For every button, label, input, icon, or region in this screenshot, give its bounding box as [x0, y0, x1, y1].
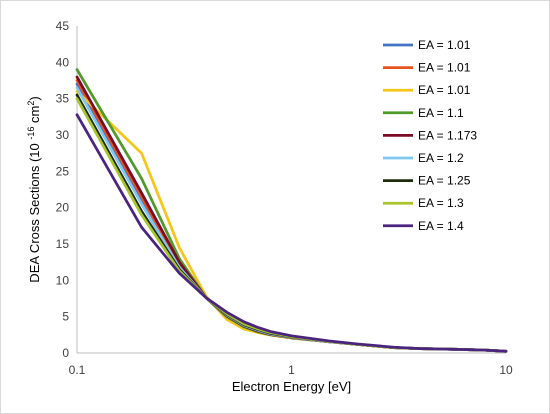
legend-label: EA = 1.01: [418, 61, 471, 75]
y-tick-label: 0: [62, 346, 69, 360]
y-axis-title-exp: -16: [26, 127, 36, 140]
y-axis-title-unit-exp: 2: [26, 101, 36, 106]
legend-label: EA = 1.4: [418, 219, 464, 233]
y-tick-label: 35: [56, 92, 70, 106]
y-tick-label: 15: [56, 237, 70, 251]
legend-label: EA = 1.25: [418, 174, 471, 188]
y-tick-label: 45: [56, 19, 70, 33]
legend-label: EA = 1.01: [418, 83, 471, 97]
series-line-9: [75, 113, 508, 353]
legend-label: EA = 1.01: [418, 38, 471, 52]
legend: EA = 1.01 EA = 1.01 EA = 1.01 EA = 1.1 EA = …: [383, 38, 477, 233]
y-tick-label: 10: [56, 273, 70, 287]
y-tick-label: 20: [56, 201, 70, 215]
legend-label: EA = 1.2: [418, 151, 464, 165]
y-tick-label: 40: [56, 55, 70, 69]
tick-labels: 0 5 10 15 20 25 30 35 40 45 0.1 1 10: [56, 19, 513, 377]
x-axis-title: Electron Energy [eV]: [232, 379, 351, 394]
y-axis-title-unit: cm: [27, 106, 42, 127]
axes: [76, 26, 506, 354]
x-tick-label: 0.1: [69, 363, 86, 377]
y-axis-title-close: ): [27, 96, 42, 100]
y-axis-title-main: DEA Cross Sections (10: [27, 140, 42, 283]
series-line-1: [75, 82, 508, 353]
y-tick-label: 25: [56, 164, 70, 178]
y-axis-title: DEA Cross Sections (10 -16 cm2): [26, 96, 42, 282]
x-tick-label: 10: [499, 363, 513, 377]
x-tick-label: 1: [288, 363, 295, 377]
legend-label: EA = 1.173: [418, 128, 477, 142]
legend-label: EA = 1.1: [418, 106, 464, 120]
y-tick-label: 30: [56, 128, 70, 142]
series-lines: [75, 68, 508, 353]
legend-label: EA = 1.3: [418, 196, 464, 210]
y-tick-label: 5: [62, 310, 69, 324]
